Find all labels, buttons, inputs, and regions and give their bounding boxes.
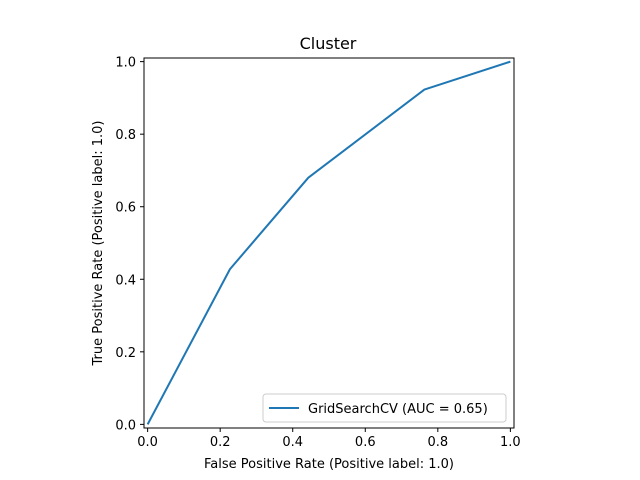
x-tick-label: 0.4: [282, 435, 303, 450]
y-tick-label: 0.6: [115, 201, 136, 216]
x-axis-ticks: 0.0 0.2 0.4 0.6 0.8 1.0: [137, 428, 521, 450]
x-tick-label: 0.0: [137, 435, 158, 450]
x-tick-label: 1.0: [500, 435, 521, 450]
chart-title: Cluster: [300, 34, 357, 53]
y-tick-label: 0.2: [115, 346, 136, 361]
x-axis-label: False Positive Rate (Positive label: 1.0…: [204, 457, 454, 472]
series-group: [146, 60, 511, 425]
legend-box: [262, 393, 507, 423]
x-tick-label: 0.6: [355, 435, 376, 450]
x-tick-label: 0.8: [427, 435, 448, 450]
legend-entry-label: GridSearchCV (AUC = 0.65): [308, 402, 488, 417]
y-tick-label: 0.0: [115, 418, 136, 433]
x-tick-label: 0.2: [210, 435, 231, 450]
y-tick-label: 1.0: [115, 56, 136, 71]
legend: GridSearchCV (AUC = 0.65): [262, 393, 507, 423]
y-tick-label: 0.8: [115, 128, 136, 143]
y-axis-label: True Positive Rate (Positive label: 1.0): [91, 121, 106, 367]
roc-curve-line: [146, 60, 511, 425]
y-tick-label: 0.4: [115, 273, 136, 288]
plot-frame: [143, 57, 515, 429]
y-axis-ticks: 0.0 0.2 0.4 0.6 0.8 1.0: [115, 56, 144, 433]
